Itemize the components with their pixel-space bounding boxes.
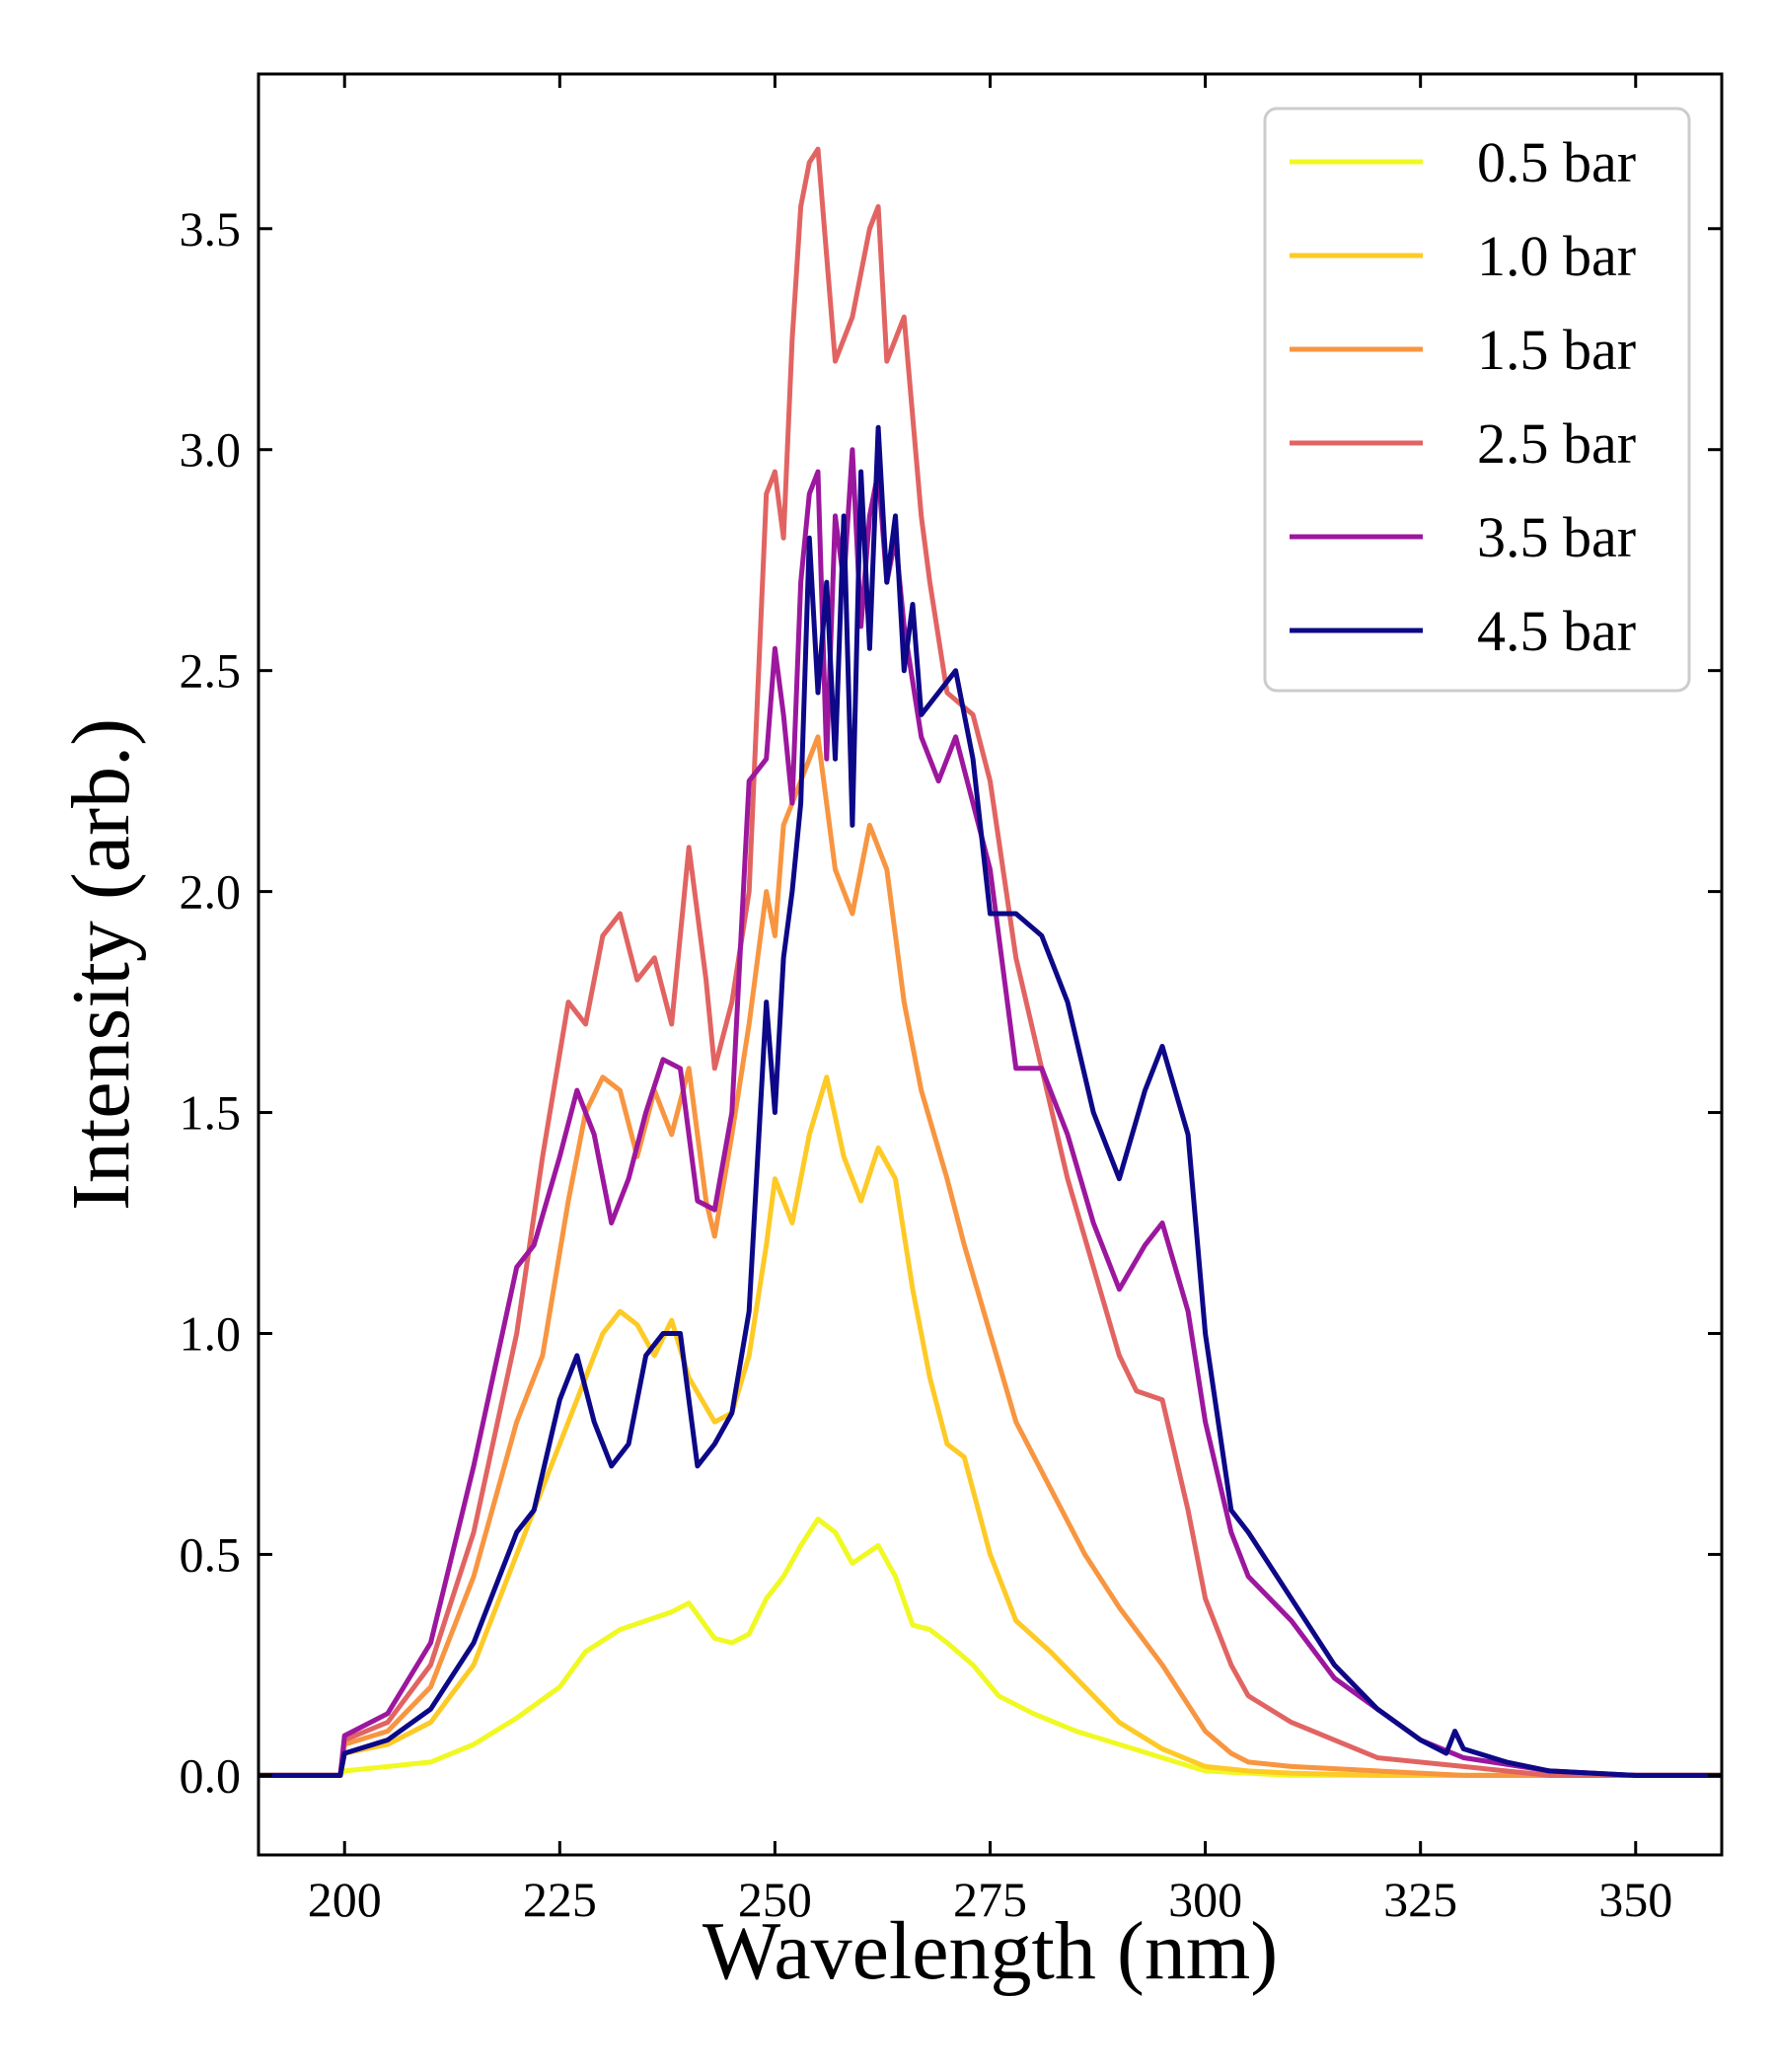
legend-label: 2.5 bar [1477,411,1636,476]
x-tick-label: 275 [953,1872,1027,1927]
y-tick-label: 1.5 [180,1085,242,1141]
legend-label: 4.5 bar [1477,599,1636,663]
y-axis-title: Intensity (arb.) [55,718,147,1211]
y-tick-label: 1.0 [180,1305,242,1361]
y-tick-label: 0.0 [180,1747,242,1803]
legend-label: 0.5 bar [1477,130,1636,194]
y-tick-label: 2.5 [180,643,242,699]
y-tick-label: 3.0 [180,422,242,478]
series-line-1-5-bar [259,734,1722,1778]
x-tick-label: 250 [738,1872,812,1927]
series-layer [259,146,1722,1778]
x-tick-label: 350 [1598,1872,1672,1927]
ticks-layer: 200 225 250 275 300 325 350 0.0 0.5 1.0 1.5 2.0 2.5 3… [180,74,1722,1927]
legend-label: 1.5 bar [1477,318,1636,382]
legend-label: 3.5 bar [1477,505,1636,569]
series-line-4-5-bar [259,424,1722,1778]
y-tick-label: 2.0 [180,864,242,920]
series-line-2-5-bar [259,146,1722,1778]
x-tick-label: 225 [523,1872,597,1927]
series-line-3-5-bar [259,447,1722,1778]
series-line-1-0-bar [259,1074,1722,1778]
series-line-0-5-bar [259,1517,1722,1778]
y-tick-label: 0.5 [180,1526,242,1582]
x-tick-label: 200 [308,1872,382,1927]
x-tick-label: 300 [1168,1872,1242,1927]
legend: 0.5 bar 1.0 bar 1.5 bar 2.5 bar 3.5 bar 4.5 b… [1263,107,1691,693]
x-tick-label: 325 [1383,1872,1457,1927]
x-axis-title: Wavelength (nm) [703,1905,1278,1997]
legend-label: 1.0 bar [1477,224,1636,288]
y-tick-label: 3.5 [180,201,242,257]
